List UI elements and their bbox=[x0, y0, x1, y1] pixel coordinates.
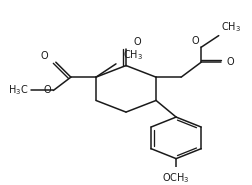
Text: CH$_3$: CH$_3$ bbox=[123, 48, 143, 62]
Text: O: O bbox=[41, 51, 48, 60]
Text: O: O bbox=[226, 57, 234, 67]
Text: OCH$_3$: OCH$_3$ bbox=[162, 171, 190, 185]
Text: CH$_3$: CH$_3$ bbox=[221, 20, 241, 34]
Text: H$_3$C: H$_3$C bbox=[8, 84, 28, 97]
Text: O: O bbox=[43, 85, 51, 95]
Text: O: O bbox=[191, 36, 199, 46]
Text: O: O bbox=[134, 37, 141, 47]
